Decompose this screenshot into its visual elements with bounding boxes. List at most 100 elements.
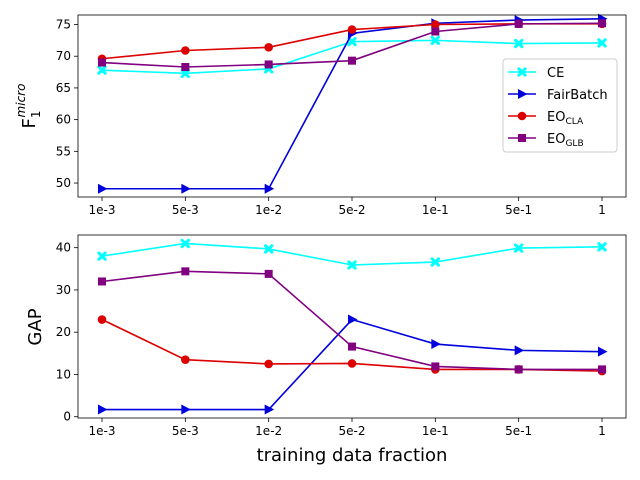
y-axis-title-bottom: GAP [25,308,46,345]
data-point [264,269,273,278]
data-point [98,404,108,415]
top-panel: 1e-3 5e-3 1e-2 5e-2 1e-1 5e-1 1 50 55 60 65 70 75 [56,13,627,217]
data-point [97,251,107,261]
legend-marker-stroke-b [517,67,527,77]
data-point [431,362,440,371]
data-point [514,345,525,356]
data-point [514,365,523,374]
data-point [98,58,106,67]
legend-label-sub: CLA [565,117,584,127]
y-tick-label: 55 [56,144,71,158]
x-tick-label: 1 [598,203,606,217]
data-point [264,43,273,52]
legend-marker [518,134,526,142]
data-point [180,238,191,249]
data-point [347,25,357,34]
data-point [263,244,274,254]
data-point [513,243,524,253]
legend-label-sub: GLB [565,139,583,149]
x-tick-label: 5e-1 [505,424,532,438]
data-point [348,56,356,65]
y-tick-label: 0 [63,410,71,424]
data-point-stroke-b [347,260,357,270]
legend-label: EOGLB [547,132,584,149]
y-axis-title-sup: micro [14,84,28,118]
legend-entry: EOCLA [508,110,584,127]
data-point [598,346,608,357]
data-point [181,404,191,415]
data-point-stroke-b [430,35,441,46]
x-tick-label: 5e-2 [339,203,366,217]
y-axis-title-top: F1micro [14,84,43,129]
legend-label-main: FairBatch [547,88,608,103]
data-point [348,342,356,351]
y-tick-label: 40 [56,241,71,255]
data-point-stroke-b [263,244,274,254]
x-tick-label: 1e-1 [422,203,449,217]
x-tick-label: 5e-2 [339,424,366,438]
data-point [598,19,606,28]
x-tick-label: 1e-3 [89,424,116,438]
data-point [181,46,190,55]
x-tick-label: 1 [598,424,606,438]
data-point-stroke-b [97,65,107,75]
data-point [430,257,441,267]
x-tick-label: 5e-3 [172,424,199,438]
x-axis-title: training data fraction [257,445,448,466]
plot-frame [77,14,627,198]
data-point [431,20,440,29]
series-line [101,242,603,266]
legend-entry: CE [508,66,564,81]
data-point [181,63,190,71]
x-tick-label: 5e-3 [172,203,199,217]
data-point [597,242,607,252]
data-point [431,339,441,350]
legend-label: CE [547,66,564,81]
data-point-stroke-b [513,243,524,253]
data-point [97,65,107,75]
data-point [598,365,606,374]
legend-label-main: CE [547,66,564,81]
data-point [181,267,190,276]
data-point [348,314,358,325]
x-tick-label: 1e-3 [89,203,116,217]
data-point [181,355,190,364]
data-point [181,183,191,194]
y-axis-title-main: F [19,118,40,128]
legend-marker [518,89,528,99]
data-point [264,404,275,415]
data-point [430,35,441,46]
y-axis-title-sub: 1 [29,110,43,118]
y-tick-label: 10 [56,367,71,381]
data-point [180,68,191,79]
y-tick-label: 70 [56,49,71,63]
data-point [514,19,523,28]
series-1 [97,238,607,270]
data-point [597,38,607,48]
y-tick-label: 30 [56,283,71,297]
y-tick-label: 75 [56,18,71,32]
series-2 [98,314,608,415]
data-point [347,36,357,47]
legend-label-main: EO [547,110,565,125]
plot-frame [77,234,627,419]
x-tick-label: 1e-2 [255,424,282,438]
data-point-stroke-b [597,242,607,252]
legend-marker [517,67,527,77]
data-point-stroke-b [180,238,191,249]
legend-label: FairBatch [547,88,608,103]
data-point [513,38,524,49]
y-tick-label: 50 [56,176,71,190]
x-tick-label: 1e-2 [255,203,282,217]
x-tick-label: 1e-1 [422,424,449,438]
series-1 [97,35,607,79]
data-point-stroke-b [347,36,357,47]
data-point [264,359,273,369]
series-4 [98,267,606,374]
data-point-stroke-b [597,38,607,48]
legend-entry: EOGLB [508,132,584,149]
legend-marker [517,111,527,121]
data-point [264,60,273,69]
